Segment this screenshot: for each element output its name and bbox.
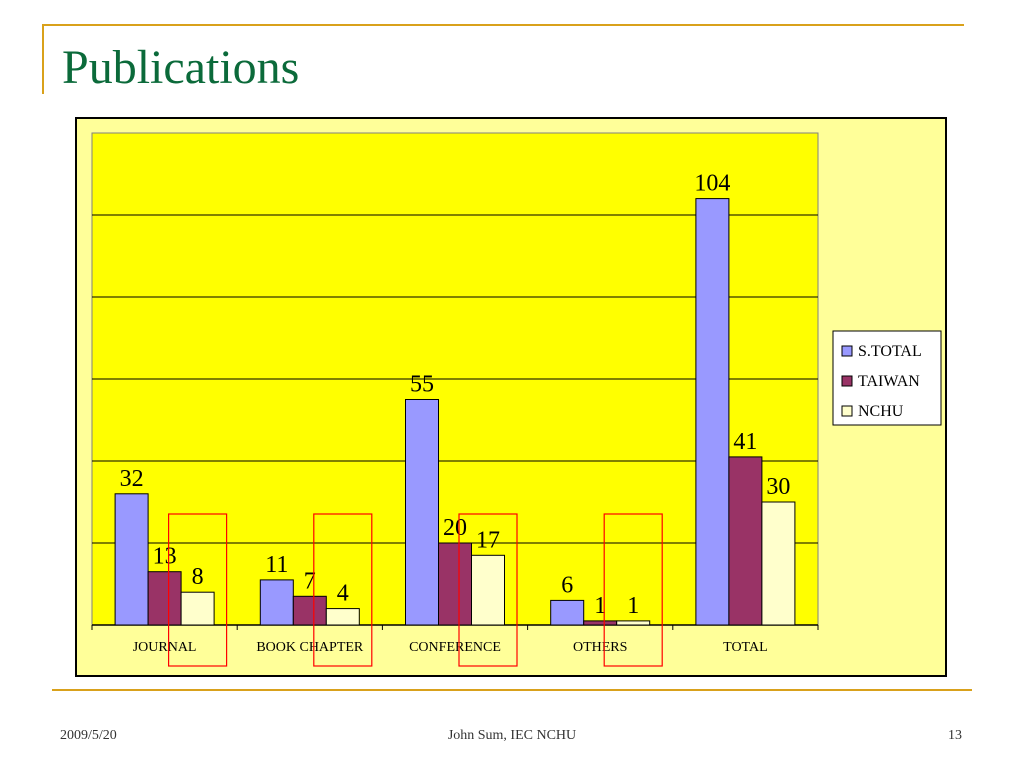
data-label: 17 bbox=[476, 527, 500, 553]
bar bbox=[695, 198, 730, 626]
data-label: 41 bbox=[733, 429, 757, 455]
x-tick-label: TOTAL bbox=[723, 640, 768, 655]
highlight-box bbox=[313, 513, 373, 667]
legend-swatch bbox=[841, 405, 853, 417]
bar bbox=[438, 542, 472, 626]
x-tick-label: BOOK CHAPTER bbox=[256, 640, 364, 655]
footer-author: John Sum, IEC NCHU bbox=[447, 728, 577, 743]
footer-accent-line bbox=[52, 689, 972, 691]
data-label: 11 bbox=[265, 552, 288, 578]
bar bbox=[471, 554, 505, 626]
legend-swatch bbox=[841, 345, 853, 357]
bar bbox=[325, 608, 360, 626]
bar bbox=[583, 620, 618, 626]
title-accent-line-top bbox=[42, 24, 964, 26]
data-label: 104 bbox=[694, 171, 730, 197]
bar bbox=[728, 456, 763, 626]
bar bbox=[259, 579, 294, 626]
highlight-box bbox=[603, 513, 663, 667]
slide-title: Publications bbox=[62, 41, 300, 94]
bar bbox=[616, 620, 651, 626]
data-label: 30 bbox=[766, 474, 790, 500]
bar bbox=[761, 501, 796, 626]
highlight-box bbox=[167, 513, 228, 667]
legend-label: S.TOTAL bbox=[858, 343, 922, 360]
data-label: 1 bbox=[627, 593, 639, 619]
title-accent-line-left bbox=[42, 24, 44, 94]
footer-date: 2009/5/20 bbox=[60, 728, 117, 743]
chart-frame: 32 13 8 JOURNAL 11 7 4 BOOK CHAPTER 55 20 17 CONFER… bbox=[75, 117, 947, 677]
data-label: 4 bbox=[337, 581, 349, 607]
x-tick-label: CONFERENCE bbox=[409, 640, 501, 655]
bar bbox=[114, 493, 149, 626]
bar bbox=[147, 571, 182, 626]
legend-swatch bbox=[841, 375, 853, 387]
page-number: 13 bbox=[948, 728, 962, 743]
legend-label: NCHU bbox=[858, 403, 904, 420]
highlight-box bbox=[458, 513, 518, 667]
legend-label: TAIWAN bbox=[858, 373, 920, 390]
data-label: 13 bbox=[153, 544, 177, 570]
bar bbox=[292, 595, 327, 626]
x-tick-label: JOURNAL bbox=[133, 640, 197, 655]
x-tick-label: OTHERS bbox=[573, 640, 627, 655]
bar bbox=[550, 599, 585, 626]
bar bbox=[180, 591, 215, 626]
data-label: 7 bbox=[304, 568, 316, 594]
data-label: 32 bbox=[120, 466, 144, 492]
data-label: 55 bbox=[410, 372, 434, 398]
data-label: 1 bbox=[594, 593, 606, 619]
bar bbox=[405, 399, 439, 626]
data-label: 20 bbox=[443, 515, 467, 541]
data-label: 8 bbox=[192, 564, 204, 590]
data-label: 6 bbox=[561, 572, 573, 598]
